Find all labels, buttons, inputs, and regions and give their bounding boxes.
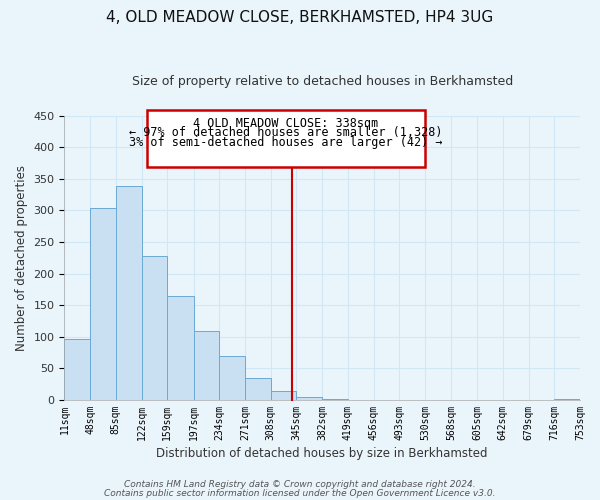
Bar: [90, 208, 116, 400]
Bar: [116, 186, 142, 400]
Bar: [167, 296, 194, 400]
Bar: [296, 397, 322, 400]
Text: Contains HM Land Registry data © Crown copyright and database right 2024.: Contains HM Land Registry data © Crown c…: [124, 480, 476, 489]
Bar: [322, 398, 348, 400]
Text: 4, OLD MEADOW CLOSE, BERKHAMSTED, HP4 3UG: 4, OLD MEADOW CLOSE, BERKHAMSTED, HP4 3U…: [106, 10, 494, 25]
Text: Contains public sector information licensed under the Open Government Licence v3: Contains public sector information licen…: [104, 488, 496, 498]
FancyBboxPatch shape: [147, 110, 425, 168]
Bar: [245, 378, 271, 400]
Text: 3% of semi-detached houses are larger (42) →: 3% of semi-detached houses are larger (4…: [130, 136, 443, 149]
Bar: [194, 331, 220, 400]
Text: ← 97% of detached houses are smaller (1,328): ← 97% of detached houses are smaller (1,…: [130, 126, 443, 140]
Text: 4 OLD MEADOW CLOSE: 338sqm: 4 OLD MEADOW CLOSE: 338sqm: [193, 117, 379, 130]
Bar: [271, 391, 296, 400]
Bar: [220, 356, 245, 400]
X-axis label: Distribution of detached houses by size in Berkhamsted: Distribution of detached houses by size …: [157, 447, 488, 460]
Bar: [142, 256, 167, 400]
Y-axis label: Number of detached properties: Number of detached properties: [15, 165, 28, 351]
Bar: [64, 338, 90, 400]
Title: Size of property relative to detached houses in Berkhamsted: Size of property relative to detached ho…: [131, 75, 513, 88]
